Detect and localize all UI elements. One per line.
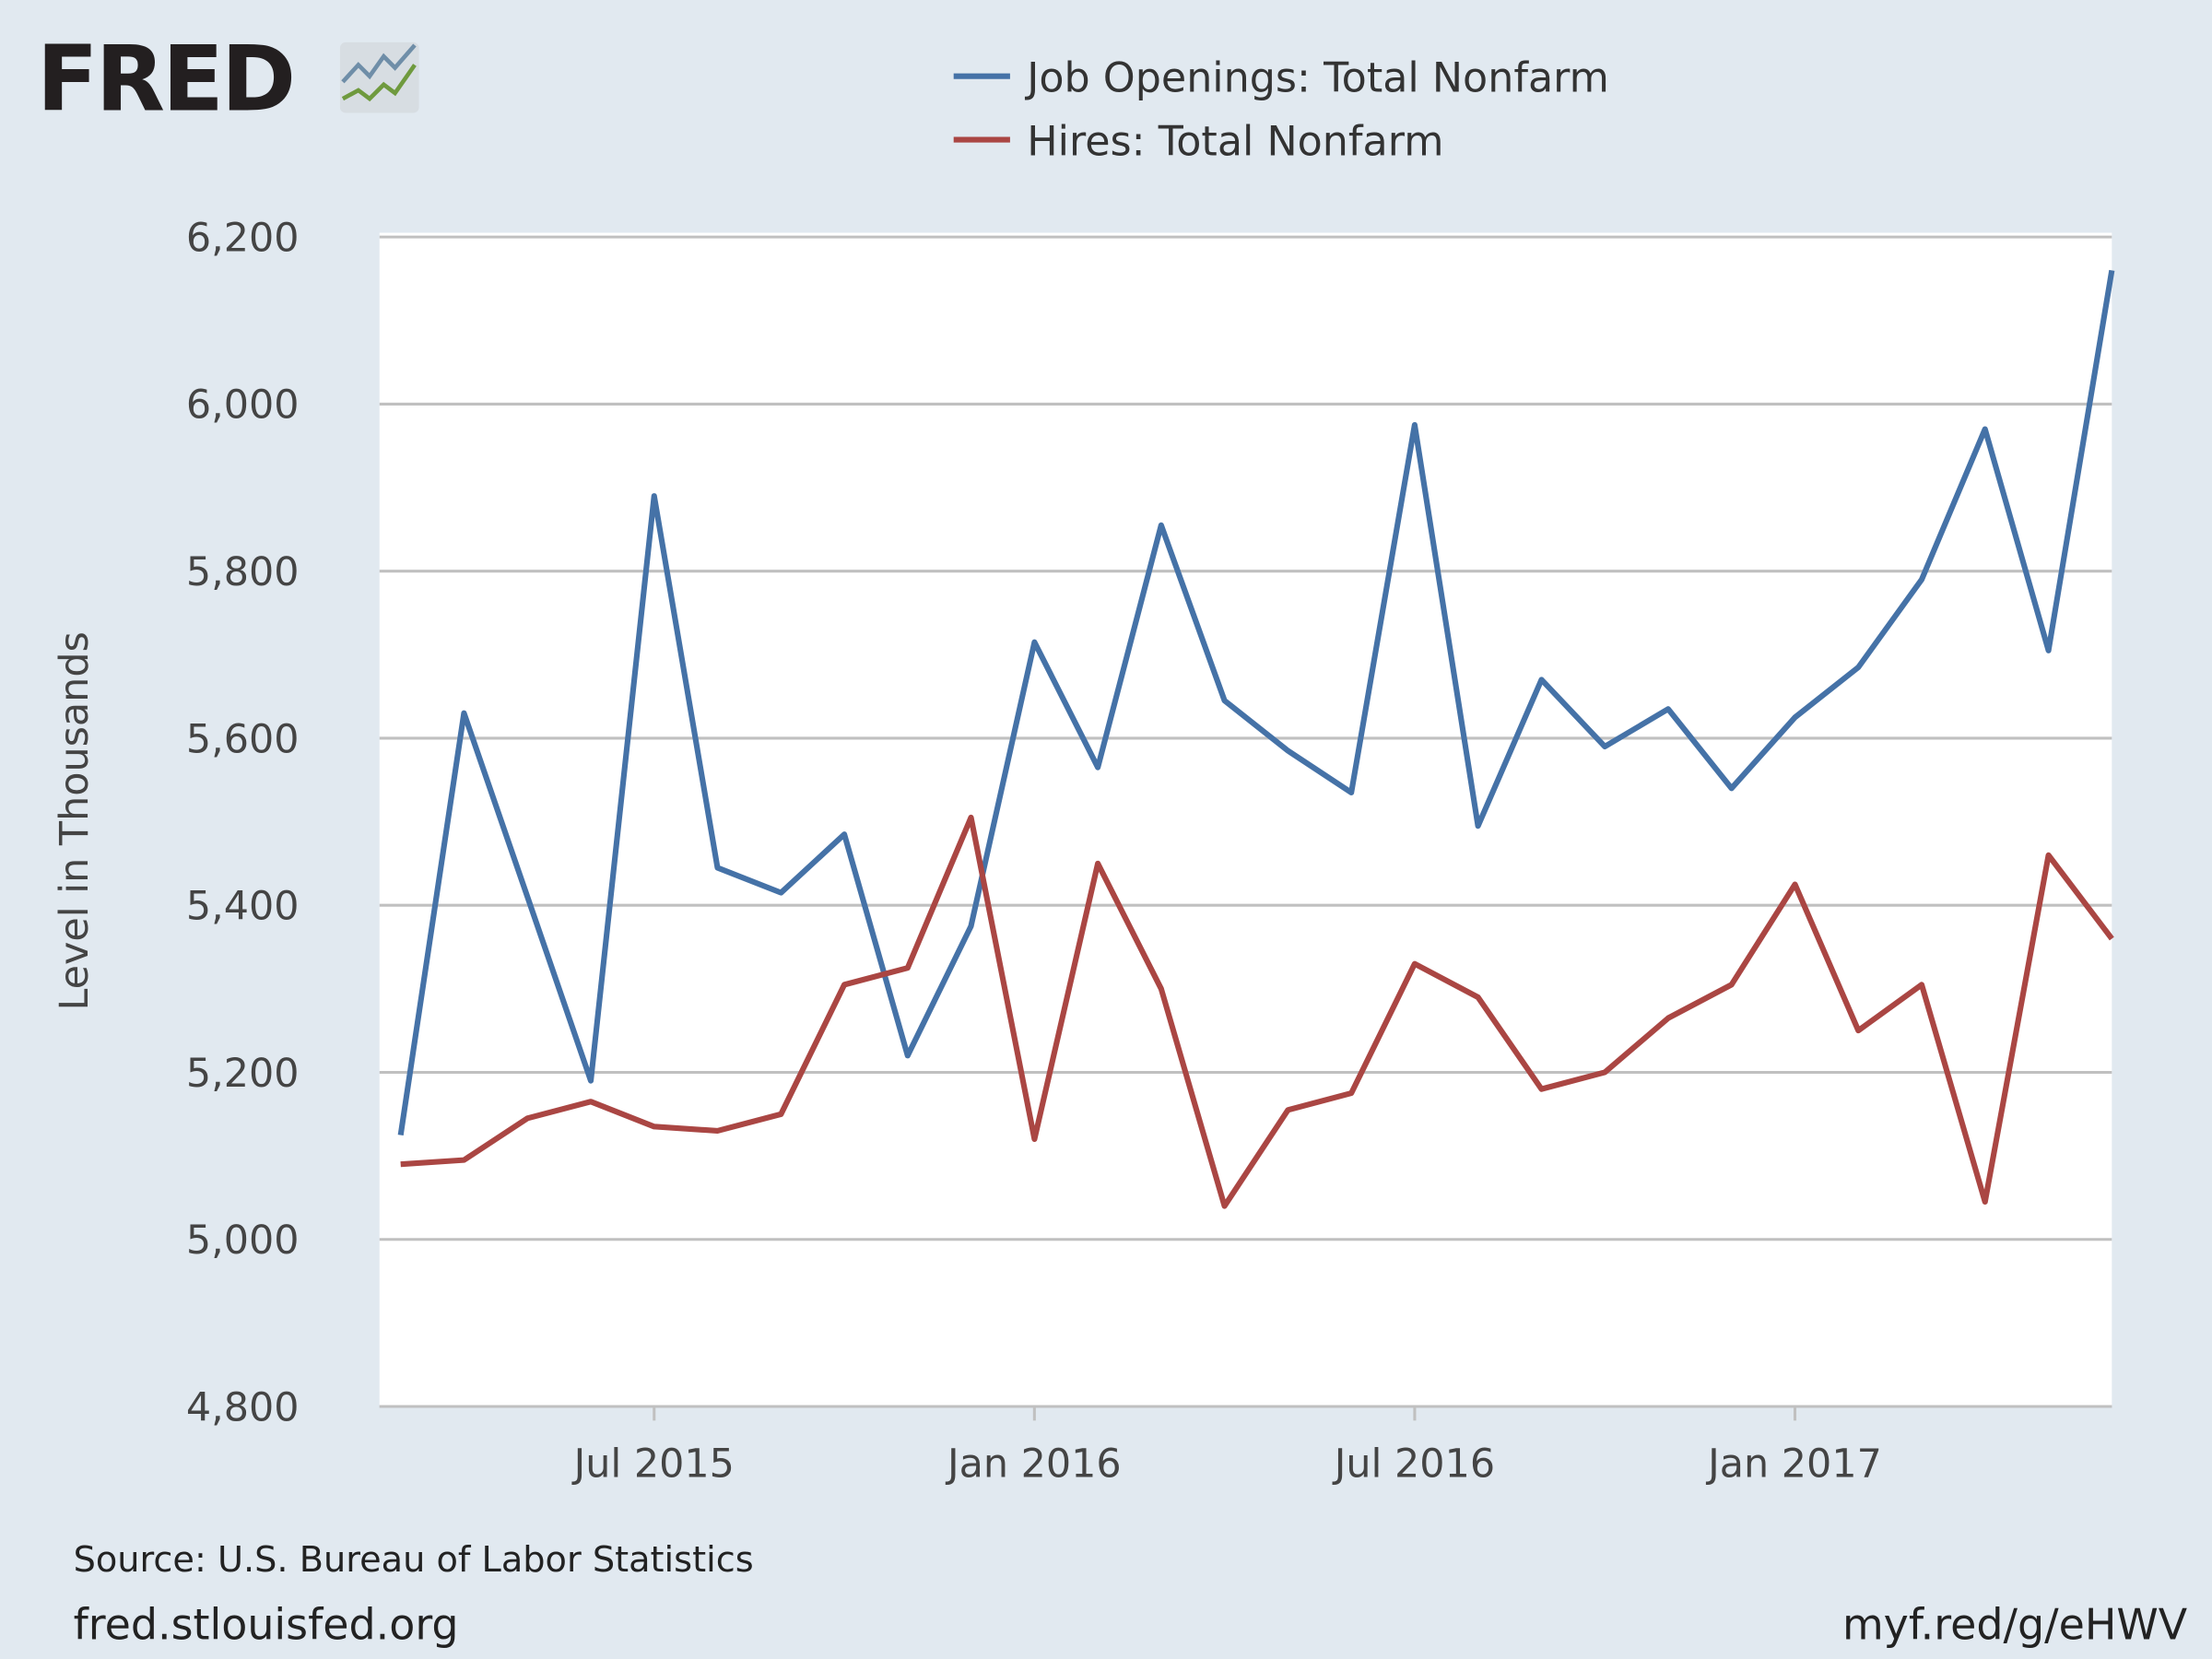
y-tick-label: 5,600 <box>186 716 300 762</box>
x-tick-label: Jan 2017 <box>1705 1441 1882 1488</box>
x-tick-label: Jan 2016 <box>945 1441 1122 1488</box>
source: Source: U.S. Bureau of Labor Statistics <box>74 1539 754 1581</box>
series-line <box>400 814 2114 1209</box>
link: myf.red/g/eHWV <box>1842 1600 2188 1650</box>
y-tick-label: 4,800 <box>186 1384 300 1430</box>
plot-area <box>379 232 2112 1407</box>
y-tick-label: 5,200 <box>186 1051 300 1097</box>
logo-icon <box>339 41 419 113</box>
logo: FRED <box>37 27 293 132</box>
y-tick-label: 6,000 <box>186 382 300 429</box>
y-tick-label: 5,000 <box>186 1218 300 1264</box>
y-axis-label: Level in Thousands <box>52 631 98 1010</box>
legend-label: Hires: Total Nonfarm <box>1027 118 1443 165</box>
y-tick-label: 6,200 <box>186 215 300 261</box>
site: fred.stlouisfed.org <box>74 1600 459 1650</box>
series-line <box>397 269 2115 1135</box>
y-tick-label: 5,800 <box>186 549 300 595</box>
legend-label: Job Openings: Total Nonfarm <box>1024 54 1609 101</box>
x-tick-label: Jul 2015 <box>571 1441 735 1488</box>
y-tick-label: 5,400 <box>186 884 300 930</box>
x-tick-label: Jul 2016 <box>1332 1441 1495 1488</box>
